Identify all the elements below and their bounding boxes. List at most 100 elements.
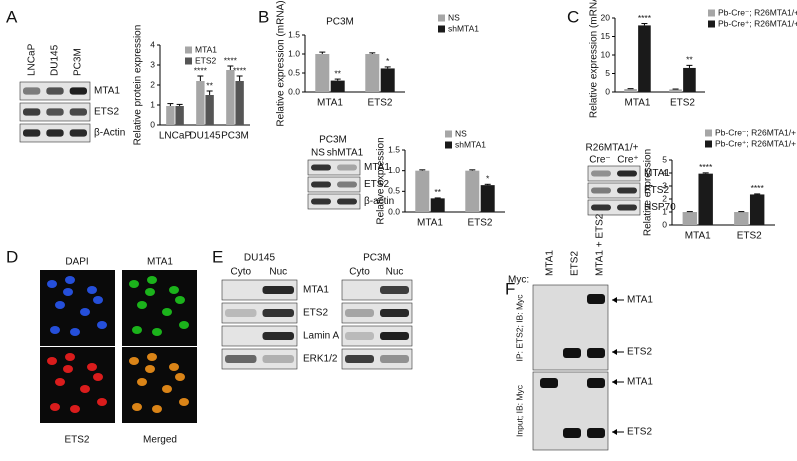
y-tick-label: 0 bbox=[662, 219, 667, 229]
legend-label: Pb-Cre⁻; R26MTA1/+ bbox=[718, 7, 797, 17]
significance-label: * bbox=[386, 56, 390, 66]
blot-band bbox=[311, 181, 331, 188]
error-bar bbox=[419, 169, 426, 171]
y-tick-label: 3 bbox=[662, 180, 667, 190]
image-label: Merged bbox=[143, 435, 177, 446]
nucleus bbox=[80, 385, 90, 393]
legend-label: MTA1 bbox=[195, 44, 217, 54]
legend-swatch bbox=[445, 141, 452, 149]
bar bbox=[683, 67, 696, 92]
blot-band bbox=[262, 332, 294, 340]
blot-band bbox=[380, 332, 409, 340]
nucleus bbox=[93, 296, 103, 304]
nucleus bbox=[65, 353, 75, 361]
blot-band bbox=[69, 129, 87, 137]
nucleus bbox=[55, 378, 65, 386]
y-axis-label: Relative expression (mRNA) bbox=[589, 0, 600, 118]
blot-strip bbox=[341, 325, 413, 347]
nucleus bbox=[137, 378, 147, 386]
arrow-label: ETS2 bbox=[627, 347, 652, 358]
bar bbox=[698, 173, 713, 225]
lane-label: Nuc bbox=[386, 267, 404, 278]
lane-label: DU145 bbox=[50, 44, 61, 76]
lane-label: MTA1 + ETS2 bbox=[595, 213, 606, 276]
blot-band bbox=[262, 286, 294, 294]
x-tick-label: ETS2 bbox=[670, 98, 695, 109]
error-bar bbox=[641, 23, 648, 26]
blot-band bbox=[591, 187, 611, 194]
nucleus bbox=[87, 286, 97, 294]
nucleus bbox=[147, 353, 157, 361]
blot-tag: Myc: bbox=[508, 275, 529, 286]
row-label: β-actin bbox=[364, 196, 394, 207]
bar bbox=[205, 95, 214, 125]
y-axis-label: Relative expression bbox=[643, 149, 654, 236]
y-tick-label: 20 bbox=[601, 12, 611, 22]
bar bbox=[365, 54, 380, 92]
panel-letter: C bbox=[567, 7, 579, 26]
row-label: HSP70 bbox=[644, 202, 676, 213]
blot-band bbox=[380, 286, 409, 294]
blot-strip bbox=[341, 302, 413, 324]
blot-band bbox=[46, 87, 64, 95]
y-tick-label: 1.5 bbox=[388, 144, 400, 154]
error-bar bbox=[484, 183, 491, 186]
error-bar bbox=[754, 193, 761, 195]
bar bbox=[734, 212, 749, 225]
blot-band bbox=[262, 355, 294, 363]
error-bar bbox=[384, 66, 391, 69]
lane-label: Cre⁻ bbox=[589, 155, 610, 166]
x-tick-label: MTA1 bbox=[317, 98, 343, 109]
image-label: MTA1 bbox=[147, 257, 173, 268]
legend-label: NS bbox=[448, 12, 460, 22]
blot-strip bbox=[587, 182, 641, 199]
blot-strip bbox=[221, 302, 298, 324]
lane-label: Nuc bbox=[269, 267, 287, 278]
significance-label: **** bbox=[751, 183, 765, 193]
nucleus bbox=[47, 357, 57, 365]
nucleus bbox=[63, 288, 73, 296]
blot-band bbox=[617, 204, 637, 211]
blot-title: DU145 bbox=[244, 253, 276, 264]
chart-title: PC3M bbox=[326, 17, 354, 28]
significance-label: ** bbox=[434, 187, 441, 197]
nucleus bbox=[97, 321, 107, 329]
blot-band bbox=[337, 164, 357, 171]
blot-band bbox=[225, 309, 257, 317]
blot-band bbox=[23, 87, 41, 95]
blot-band bbox=[540, 378, 558, 388]
lane-label: NS bbox=[311, 148, 325, 159]
blot-strip bbox=[307, 193, 361, 210]
nucleus bbox=[169, 363, 179, 371]
error-bar bbox=[369, 52, 376, 54]
legend-label: shMTA1 bbox=[455, 139, 486, 149]
blot-band bbox=[617, 187, 637, 194]
lane-label: MTA1 bbox=[545, 250, 556, 276]
legend-label: Pb-Cre⁻; R26MTA1/+ bbox=[715, 127, 796, 137]
significance-label: **** bbox=[233, 65, 247, 75]
legend-swatch bbox=[445, 130, 452, 138]
blot-strip bbox=[341, 348, 413, 370]
section-label: Input; IB: Myc bbox=[514, 384, 524, 437]
significance-label: **** bbox=[194, 65, 208, 75]
y-tick-label: 15 bbox=[601, 31, 611, 41]
bar bbox=[315, 54, 330, 92]
legend-swatch bbox=[185, 46, 192, 54]
lane-label: Cyto bbox=[349, 267, 370, 278]
x-tick-label: ETS2 bbox=[367, 98, 392, 109]
y-tick-label: 1 bbox=[662, 206, 667, 216]
row-label: ETS2 bbox=[644, 185, 669, 196]
nucleus bbox=[70, 328, 80, 336]
bar bbox=[465, 170, 480, 212]
panel-letter: F bbox=[505, 279, 515, 298]
row-label: ETS2 bbox=[364, 179, 389, 190]
bar bbox=[682, 212, 698, 225]
lane-label: Cyto bbox=[230, 267, 251, 278]
section-label: IP: ETS2; IB: Myc bbox=[514, 294, 524, 362]
bar bbox=[196, 81, 205, 125]
blot-band bbox=[563, 428, 581, 438]
error-bar bbox=[227, 65, 234, 70]
error-bar bbox=[197, 75, 204, 81]
blot-band bbox=[345, 355, 374, 363]
x-tick-label: MTA1 bbox=[417, 218, 443, 229]
